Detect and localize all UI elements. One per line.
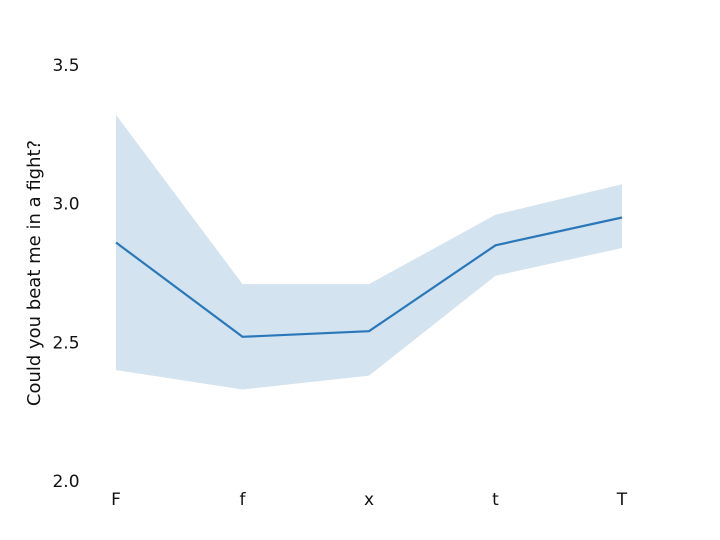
y-axis-ticks: 2.0 2.5 3.0 3.5 [52, 56, 79, 492]
x-tick-label: t [492, 490, 499, 510]
x-tick-label: T [616, 490, 628, 510]
confidence-band [116, 114, 622, 390]
plot-area [115, 114, 623, 390]
y-axis-title: Could you beat me in a fight? [24, 140, 45, 406]
series-line [115, 216, 623, 338]
y-tick-label: 3.0 [52, 195, 79, 215]
x-tick-label: F [111, 490, 121, 510]
x-tick-label: f [240, 490, 247, 510]
y-tick-label: 2.0 [52, 472, 79, 492]
x-tick-label: x [364, 490, 374, 510]
y-tick-label: 3.5 [52, 56, 79, 76]
y-tick-label: 2.5 [52, 333, 79, 353]
